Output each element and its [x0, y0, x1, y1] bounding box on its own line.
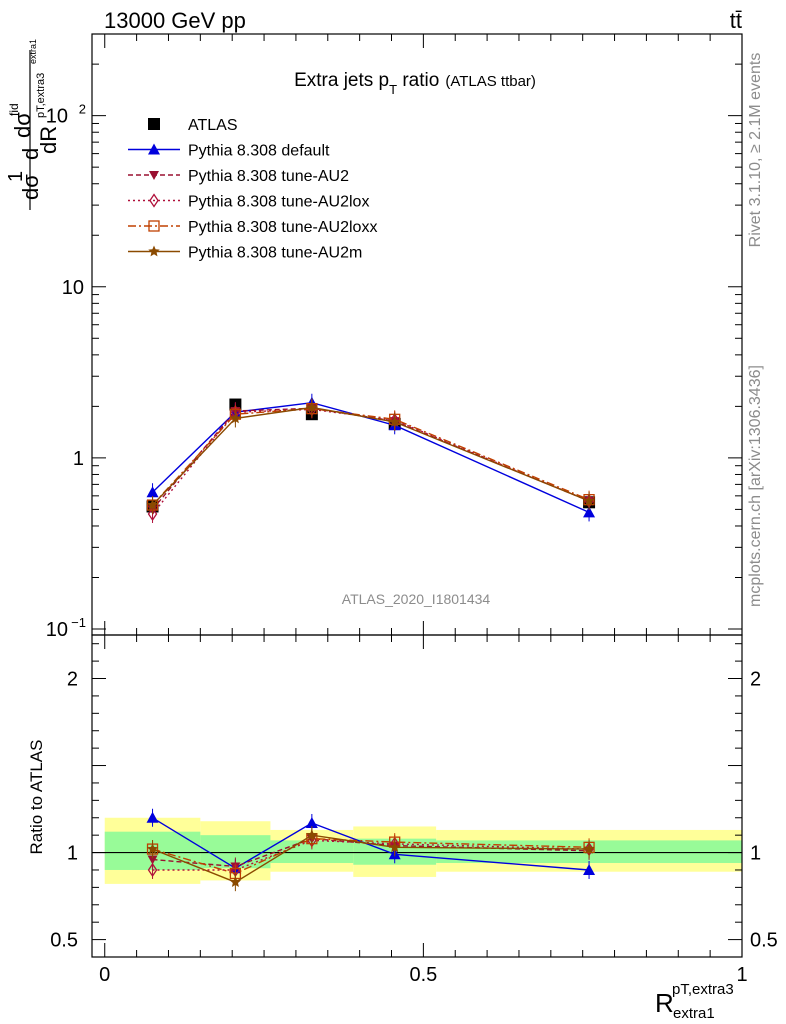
main-point-au2m [146, 499, 159, 510]
ratio-ytick-label-right: 1 [750, 843, 761, 865]
ratio-point-au2m [583, 843, 595, 854]
ratio-point-default [583, 863, 596, 875]
legend-marker-data [148, 118, 160, 130]
ratio-point-au2m [146, 843, 159, 854]
ratio-point-au2lox [147, 862, 158, 878]
ratio-xtick-label: 0 [99, 964, 110, 986]
legend-marker-au2loxx [148, 220, 160, 232]
main-point-default [583, 506, 596, 518]
legend-label-au2lox: Pythia 8.308 tune-AU2lox [188, 194, 369, 211]
ratio-point-au2 [147, 855, 158, 865]
svg-text:pT,extra3: pT,extra3 [672, 981, 734, 998]
main-line-au2 [151, 407, 590, 510]
main-ytick-label: 10 [62, 277, 84, 299]
svg-text:dR: dR [36, 126, 61, 154]
main-point-au2m [389, 416, 401, 427]
svg-text:R: R [655, 988, 674, 1018]
ratio-xtick-label: 0.5 [409, 964, 437, 986]
x-axis-title: R pT,extra3 extra1 [655, 981, 734, 1022]
legend-marker-au2 [149, 171, 159, 180]
header-right: tt̄ [730, 8, 742, 33]
svg-text:pT,extra3: pT,extra3 [35, 73, 47, 118]
main-line-au2m [151, 406, 590, 506]
ratio-point-au2m [229, 876, 242, 887]
ratio-band-inner-2 [270, 840, 354, 864]
main-ytick-label-exponent: 2 [79, 102, 86, 117]
legend-marker-default [148, 143, 160, 155]
rivet-label: Rivet 3.1.10, ≥ 2.1M events [747, 53, 764, 248]
legend-label-au2: Pythia 8.308 tune-AU2 [188, 168, 349, 185]
main-ytick-label: 1 [73, 448, 84, 470]
main-ytick-label: 10 [46, 619, 68, 641]
svg-text:1: 1 [5, 171, 27, 182]
ratio-point-default [146, 811, 159, 823]
ratio-ytick-label-right: 0.5 [750, 930, 778, 952]
main-line-au2lox [151, 408, 590, 515]
header-left: 13000 GeV pp [104, 8, 246, 33]
main-title: Extra jets pT ratio (ATLAS ttbar) [294, 70, 536, 97]
svg-text:extra1: extra1 [673, 1005, 715, 1022]
analysis-label: ATLAS_2020_I1801434 [342, 591, 491, 607]
legend-marker-au2m [148, 245, 160, 257]
main-point-au2m [306, 401, 318, 413]
main-ytick-label-exponent: −1 [71, 615, 86, 630]
ratio-xtick-label: 1 [736, 964, 747, 986]
main-point-au2lox [147, 506, 158, 522]
ratio-point-default [305, 816, 318, 828]
ratio-point-au2m [389, 841, 401, 853]
main-ytick-label: 10 [46, 106, 68, 128]
ratio-plot-frame [91, 634, 743, 958]
mcplots-label: mcplots.cern.ch [arXiv:1306.3436] [747, 365, 764, 607]
legend-label-au2loxx: Pythia 8.308 tune-AU2loxx [188, 219, 377, 236]
ratio-ytick-label-left: 2 [67, 669, 78, 691]
main-point-au2m [583, 495, 595, 506]
main-line-au2loxx [151, 407, 590, 506]
ratio-line-au2lox [152, 839, 590, 871]
legend-label-au2m: Pythia 8.308 tune-AU2m [188, 245, 362, 262]
svg-text:extra1: extra1 [28, 39, 38, 64]
ratio-ytick-label-left: 1 [67, 843, 78, 865]
svg-text:fid: fid [7, 103, 21, 116]
main-point-au2m [229, 412, 242, 424]
legend-marker-au2lox [149, 193, 159, 208]
main-point-default [146, 486, 159, 498]
ratio-point-au2m [306, 829, 318, 840]
svg-text:dσ: dσ [10, 112, 35, 138]
main-ylabel: dσ 1 d dσ fid dR pT,extra3 extra1 [5, 39, 61, 210]
ratio-ytick-label-left: 0.5 [50, 930, 78, 952]
legend-label-data: ATLAS [188, 117, 238, 134]
legend-label-default: Pythia 8.308 default [188, 143, 330, 160]
ratio-ylabel: Ratio to ATLAS [27, 740, 46, 855]
main-line-default [152, 401, 590, 514]
ratio-ytick-label-right: 2 [750, 669, 761, 691]
